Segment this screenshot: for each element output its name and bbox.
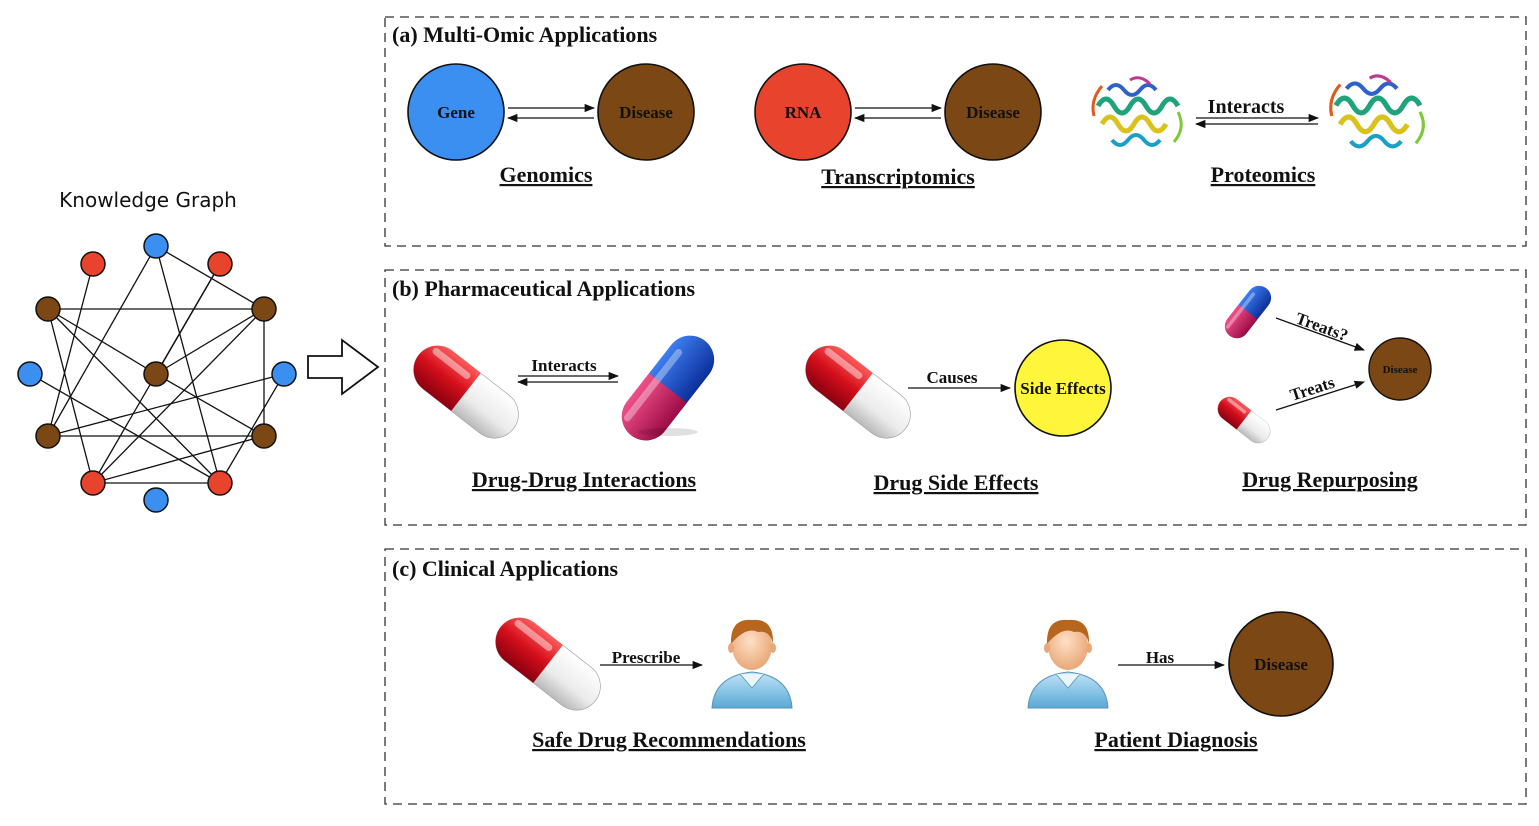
disease-node-label: Disease	[1383, 364, 1418, 376]
side-effects-node-label: Side Effects	[1020, 379, 1106, 398]
kg-node-brown	[143, 361, 169, 387]
kg-node-blue	[143, 233, 169, 259]
disease-node-label: Disease	[966, 103, 1020, 122]
proteomics-caption: Proteomics	[1211, 162, 1316, 187]
kg-node-red	[207, 251, 233, 277]
pill-icon	[403, 335, 529, 449]
patient-diagnosis-example: Has Disease Patient Diagnosis	[1027, 611, 1334, 752]
repurposing-relation-label: Treats	[1288, 373, 1338, 405]
diagnosis-caption: Patient Diagnosis	[1094, 727, 1258, 752]
panel-title: (a) Multi-Omic Applications	[392, 22, 658, 47]
side-effects-caption: Drug Side Effects	[874, 470, 1039, 495]
kg-node-brown	[251, 296, 277, 322]
proteomics-example: Interacts Proteomics	[1093, 76, 1423, 187]
drug-repurposing-example: Treats? Treats Disease Drug Repurposing	[1212, 280, 1432, 492]
panel-pharmaceutical: (b) Pharmaceutical Applications Interact…	[384, 269, 1527, 526]
prescribe-relation-label: Prescribe	[612, 648, 681, 667]
rna-node-label: RNA	[785, 103, 823, 122]
pill-icon	[485, 607, 611, 721]
disease-node	[1368, 337, 1432, 401]
hollow-arrow-icon	[307, 338, 380, 396]
side-effects-node	[1014, 339, 1112, 437]
side-effects-relation-label: Causes	[926, 368, 977, 387]
repurposing-relation-label: Treats?	[1293, 309, 1350, 345]
drug-side-effects-example: Causes Side Effects Drug Side Effects	[795, 335, 1112, 495]
proteomics-relation-label: Interacts	[1208, 96, 1285, 118]
ddi-relation-label: Interacts	[531, 356, 597, 375]
kg-node-brown	[35, 423, 61, 449]
repurposing-caption: Drug Repurposing	[1242, 467, 1417, 492]
disease-node	[1228, 611, 1334, 717]
gene-node	[407, 63, 505, 161]
protein-structure-icon	[1093, 78, 1181, 145]
transcriptomics-caption: Transcriptomics	[821, 164, 975, 189]
kg-node-brown	[251, 423, 277, 449]
drug-recommendation-example: Prescribe Safe Drug Recommendations	[485, 607, 806, 752]
kg-node-red	[207, 470, 233, 496]
has-relation-label: Has	[1146, 648, 1175, 667]
rna-node	[754, 63, 852, 161]
patient-icon	[711, 619, 793, 709]
disease-node	[597, 63, 695, 161]
disease-node-label: Disease	[619, 103, 673, 122]
disease-node-label: Disease	[1254, 655, 1308, 674]
knowledge-graph: Knowledge Graph	[17, 188, 297, 513]
kg-node-brown	[35, 296, 61, 322]
panel-clinical: (c) Clinical Applications Prescribe Safe…	[384, 548, 1527, 805]
patient-icon	[1027, 619, 1109, 709]
kg-nodes	[17, 233, 297, 513]
pill-icon	[1212, 391, 1276, 449]
kg-node-red	[80, 251, 106, 277]
gene-node-label: Gene	[437, 103, 475, 122]
transcriptomics-example: RNA Disease Transcriptomics	[754, 63, 1042, 189]
kg-node-red	[80, 470, 106, 496]
recommendation-caption: Safe Drug Recommendations	[532, 727, 806, 752]
genomics-caption: Genomics	[500, 162, 593, 187]
drug-drug-interaction-example: Interacts Drug-Drug Interactions	[403, 325, 724, 492]
kg-node-blue	[143, 487, 169, 513]
genomics-example: Gene Disease Genomics	[407, 63, 695, 187]
disease-node	[944, 63, 1042, 161]
panel-title: (b) Pharmaceutical Applications	[392, 276, 696, 301]
pill-icon	[1220, 280, 1276, 344]
kg-node-blue	[17, 361, 43, 387]
protein-structure-icon	[1331, 76, 1424, 147]
knowledge-graph-title: Knowledge Graph	[59, 188, 237, 212]
pill-icon	[795, 335, 921, 449]
kg-node-blue	[271, 361, 297, 387]
panel-multi-omic: (a) Multi-Omic Applications Gene Disease…	[384, 16, 1527, 247]
panel-title: (c) Clinical Applications	[392, 556, 619, 581]
ddi-caption: Drug-Drug Interactions	[472, 467, 697, 492]
